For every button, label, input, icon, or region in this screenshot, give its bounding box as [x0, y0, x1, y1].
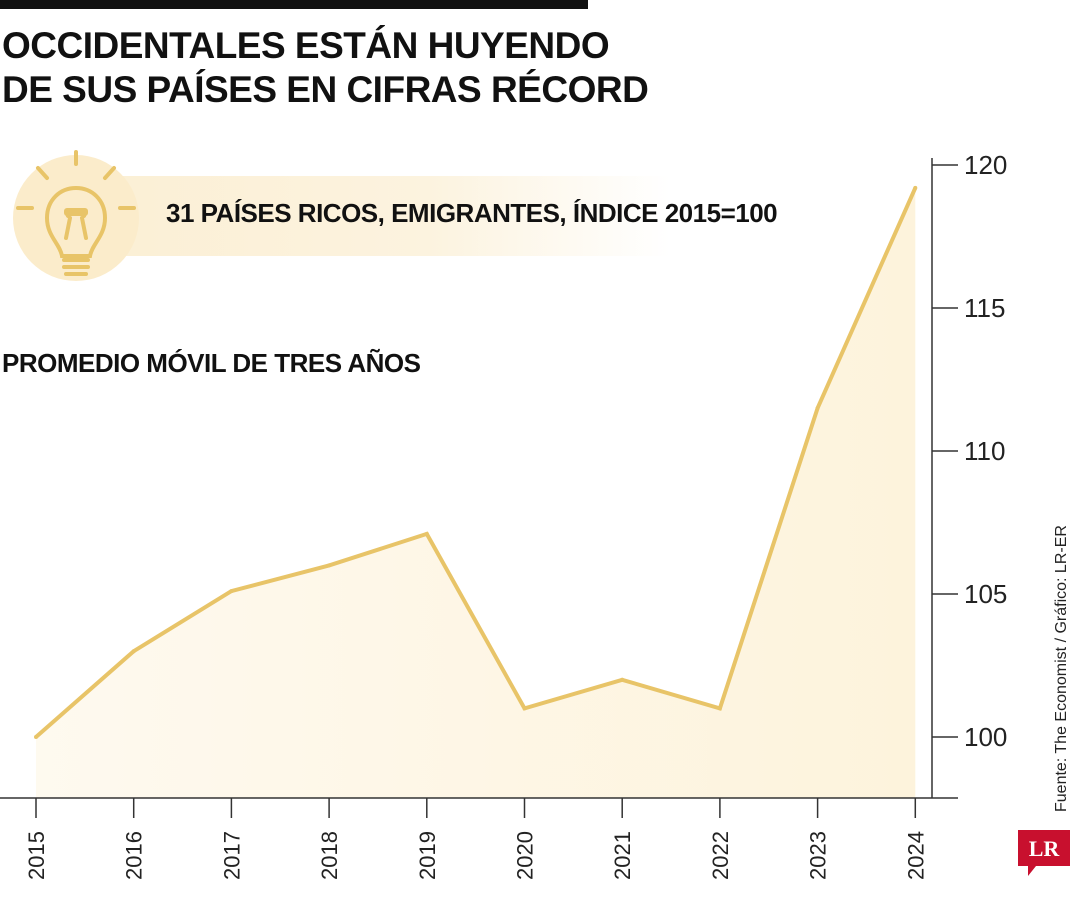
x-tick-label-2019: 2019: [415, 831, 440, 880]
data-point-2019: [424, 531, 429, 536]
data-point-2022: [717, 706, 722, 711]
y-tick-label-100: 100: [964, 722, 1007, 752]
title-line-2: DE SUS PAÍSES EN CIFRAS RÉCORD: [2, 69, 649, 110]
title-line-1: OCCIDENTALES ESTÁN HUYENDO: [2, 25, 610, 66]
x-tick-label-2020: 2020: [513, 831, 538, 880]
x-tick-label-2017: 2017: [219, 831, 244, 880]
data-point-2023: [815, 406, 820, 411]
lr-logo: LR: [1018, 830, 1070, 876]
x-tick-label-2018: 2018: [317, 831, 342, 880]
series-line: [34, 187, 918, 739]
data-point-2021: [620, 677, 625, 682]
y-tick-label-115: 115: [964, 293, 1005, 323]
source-note: Fuente: The Economist / Gráfico: LR-ER: [1053, 525, 1070, 812]
chart-subtitle: 31 PAÍSES RICOS, EMIGRANTES, ÍNDICE 2015…: [166, 198, 778, 228]
data-point-2020: [522, 706, 527, 711]
data-point-2015: [34, 735, 38, 739]
top-rule: [0, 0, 588, 9]
data-point-2016: [131, 649, 136, 654]
lightbulb-icon: [0, 140, 160, 290]
x-tick-label-2023: 2023: [806, 831, 831, 880]
series-area: [36, 187, 916, 798]
x-tick-label-2015: 2015: [24, 831, 49, 880]
x-tick-label-2024: 2024: [903, 831, 928, 880]
data-point-2024: [913, 185, 918, 190]
data-point-2018: [327, 563, 332, 568]
y-tick-label-110: 110: [964, 436, 1005, 466]
y-tick-label-105: 105: [964, 579, 1007, 609]
chart-note: PROMEDIO MÓVIL DE TRES AÑOS: [2, 348, 421, 378]
x-tick-label-2016: 2016: [122, 831, 147, 880]
data-point-2017: [229, 589, 234, 594]
x-tick-label-2022: 2022: [708, 831, 733, 880]
page-title: OCCIDENTALES ESTÁN HUYENDO DE SUS PAÍSES…: [2, 24, 649, 112]
subtitle-band: [70, 176, 670, 256]
logo-text: LR: [1029, 836, 1061, 861]
y-tick-label-120: 120: [964, 150, 1007, 180]
x-tick-label-2021: 2021: [610, 831, 635, 880]
